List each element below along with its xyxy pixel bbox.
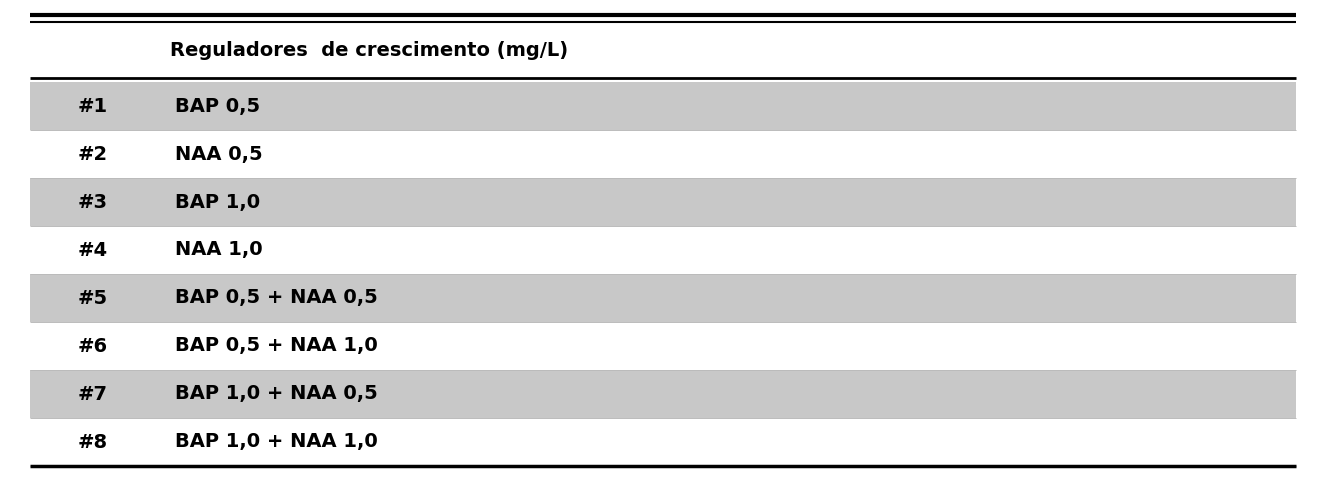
Text: BAP 1,0 + NAA 0,5: BAP 1,0 + NAA 0,5	[175, 384, 378, 403]
Bar	[30, 178, 1296, 226]
Text: #1: #1	[77, 97, 107, 116]
Bar	[30, 370, 1296, 418]
Text: NAA 1,0: NAA 1,0	[175, 240, 263, 260]
Text: #7: #7	[77, 384, 107, 403]
Text: BAP 1,0: BAP 1,0	[175, 193, 260, 211]
Text: #4: #4	[77, 240, 107, 260]
Text: #8: #8	[77, 433, 107, 452]
Bar	[30, 82, 1296, 130]
Bar	[30, 130, 1296, 178]
Text: BAP 0,5: BAP 0,5	[175, 97, 260, 116]
Text: Reguladores  de crescimento (mg/L): Reguladores de crescimento (mg/L)	[170, 41, 568, 59]
Text: NAA 0,5: NAA 0,5	[175, 144, 263, 163]
Text: #2: #2	[77, 144, 107, 163]
Text: #3: #3	[77, 193, 107, 211]
Text: BAP 1,0 + NAA 1,0: BAP 1,0 + NAA 1,0	[175, 433, 378, 452]
Text: BAP 0,5 + NAA 0,5: BAP 0,5 + NAA 0,5	[175, 289, 378, 307]
Text: BAP 0,5 + NAA 1,0: BAP 0,5 + NAA 1,0	[175, 337, 378, 356]
Text: #5: #5	[77, 289, 107, 307]
Bar	[30, 418, 1296, 466]
Bar	[30, 322, 1296, 370]
Bar	[30, 226, 1296, 274]
Text: #6: #6	[77, 337, 107, 356]
Bar	[30, 274, 1296, 322]
